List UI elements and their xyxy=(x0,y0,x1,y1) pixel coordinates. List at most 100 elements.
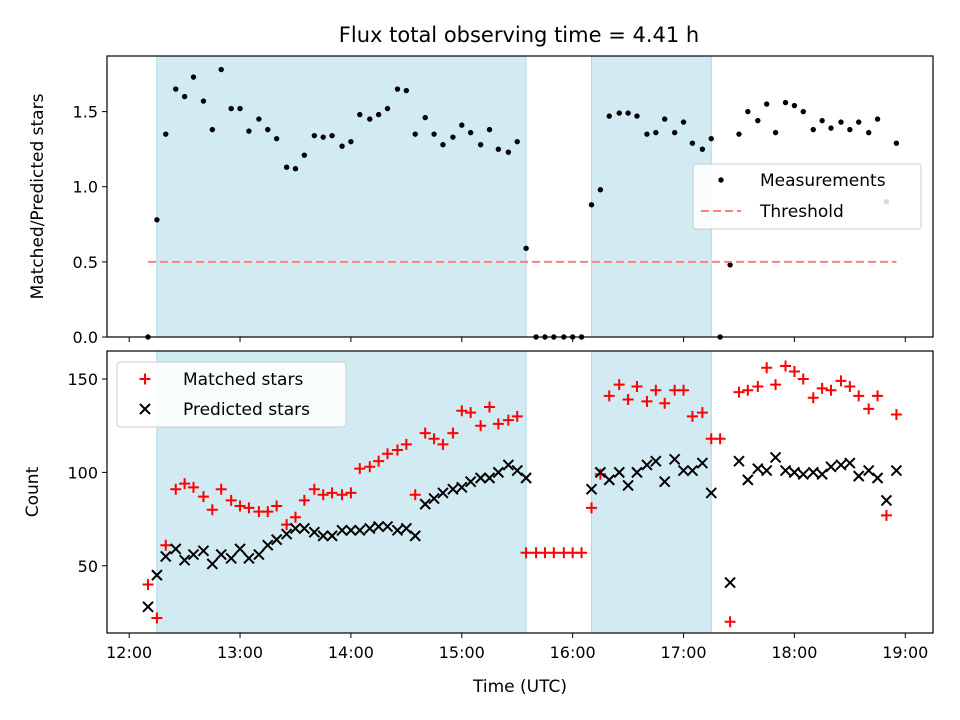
matched-star-marker xyxy=(492,418,504,430)
predicted-star-marker xyxy=(391,524,404,536)
series-measurements xyxy=(145,66,900,340)
predicted-star-marker xyxy=(686,464,699,477)
measurement-point xyxy=(523,245,529,252)
matched-star-marker xyxy=(807,392,819,404)
predicted-star-marker xyxy=(705,487,717,499)
count-plot-frame xyxy=(106,350,934,634)
measurement-point xyxy=(763,101,770,107)
y-tick-label: 100 xyxy=(67,463,98,482)
matched-star-marker xyxy=(890,408,902,420)
shaded-interval-1 xyxy=(156,55,527,338)
measurement-point xyxy=(154,217,160,223)
matched-star-marker xyxy=(225,494,237,506)
measurement-point xyxy=(357,111,363,118)
measurement-point xyxy=(477,141,484,148)
matched-star-marker xyxy=(215,483,227,495)
matched-star-marker xyxy=(742,384,754,396)
ratio-series xyxy=(145,66,900,340)
matched-star-marker xyxy=(234,500,246,512)
predicted-star-marker xyxy=(502,459,515,471)
measurement-point xyxy=(838,119,844,125)
predicted-star-marker xyxy=(289,522,302,535)
matched-star-marker xyxy=(594,468,606,480)
matched-star-marker xyxy=(160,539,172,551)
count-legend: Matched stars Predicted stars xyxy=(116,361,347,428)
matched-star-marker xyxy=(520,547,532,559)
y-tick-label: 50 xyxy=(78,557,98,576)
predicted-star-marker xyxy=(151,569,163,581)
ratio-legend: Measurements Threshold xyxy=(692,163,922,230)
predicted-star-marker xyxy=(178,554,191,566)
measurement-point xyxy=(745,108,751,115)
measurement-point xyxy=(597,187,604,193)
predicted-star-marker xyxy=(464,476,477,488)
matched-star-marker xyxy=(872,390,884,402)
measurement-point xyxy=(237,105,243,112)
y-tick-label: 0.5 xyxy=(73,253,98,272)
predicted-star-marker xyxy=(696,457,709,469)
predicted-star-marker xyxy=(270,533,283,546)
predicted-star-marker xyxy=(871,472,884,484)
predicted-star-marker xyxy=(668,453,681,466)
matched-star-marker xyxy=(206,504,218,516)
matched-star-marker xyxy=(752,380,764,392)
matched-star-marker xyxy=(686,410,698,422)
measurement-point xyxy=(634,113,640,119)
measurement-point xyxy=(301,152,308,158)
predicted-star-marker xyxy=(742,474,754,486)
predicted-star-marker xyxy=(326,530,338,542)
matched-star-marker xyxy=(835,375,847,387)
matched-star-marker xyxy=(863,403,875,415)
matched-star-marker xyxy=(243,502,255,514)
measurement-point xyxy=(228,105,234,112)
predicted-star-marker xyxy=(622,479,634,492)
matched-star-marker xyxy=(761,362,773,374)
predicted-star-marker xyxy=(170,543,182,555)
matched-star-marker xyxy=(484,401,496,413)
measurement-point xyxy=(625,110,631,116)
matched-star-marker xyxy=(844,380,856,392)
legend-box xyxy=(116,361,347,428)
predicted-star-marker xyxy=(844,457,856,469)
matched-star-marker xyxy=(262,506,274,518)
matched-star-marker xyxy=(456,405,468,417)
predicted-star-marker xyxy=(797,468,809,480)
predicted-star-marker xyxy=(142,601,154,613)
predicted-star-marker xyxy=(317,530,329,542)
predicted-star-marker xyxy=(890,464,903,477)
predicted-star-marker xyxy=(215,548,227,561)
matched-star-marker xyxy=(622,394,634,406)
legend-predicted-icon xyxy=(139,403,151,415)
ratio-y-axis-label: Matched/Predicted stars xyxy=(28,93,48,299)
predicted-star-marker xyxy=(474,472,487,484)
predicted-star-marker xyxy=(825,461,837,473)
legend-predicted-label: Predicted stars xyxy=(183,400,310,420)
x-tick-label: 18:00 xyxy=(771,643,817,662)
measurement-point xyxy=(680,119,687,125)
matched-star-marker xyxy=(428,433,440,445)
matched-star-marker xyxy=(641,395,653,407)
measurement-point xyxy=(256,116,262,122)
y-tick-label: 1.0 xyxy=(73,178,98,197)
y-tick-label: 0.0 xyxy=(73,328,98,347)
measurement-point xyxy=(755,117,761,124)
ratio-y-axis-ticks: 0.0 0.5 1.0 1.5 xyxy=(73,103,107,347)
predicted-star-marker xyxy=(631,466,643,479)
matched-star-marker xyxy=(187,481,199,493)
measurement-point xyxy=(616,110,622,116)
measurement-point xyxy=(661,116,668,122)
measurement-point xyxy=(218,66,224,73)
measurement-point xyxy=(671,129,678,136)
predicted-star-marker xyxy=(225,552,237,565)
measurement-point xyxy=(412,131,418,137)
matched-star-marker xyxy=(354,463,366,475)
x-tick-label: 15:00 xyxy=(439,643,485,662)
predicted-star-marker xyxy=(807,466,819,479)
measurement-point xyxy=(708,135,714,142)
measurement-point xyxy=(292,166,299,172)
predicted-star-marker xyxy=(298,522,311,535)
matched-star-marker xyxy=(409,489,421,501)
predicted-star-marker xyxy=(677,464,690,477)
matched-star-marker xyxy=(631,380,643,392)
